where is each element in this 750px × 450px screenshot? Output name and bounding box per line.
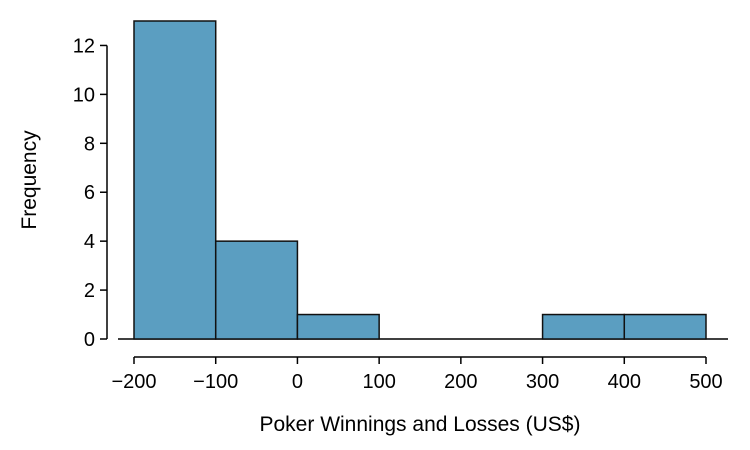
y-tick-label: 6 xyxy=(84,182,95,204)
x-tick-label: 0 xyxy=(292,371,303,393)
y-axis: 0 2 4 6 8 10 12 xyxy=(73,35,108,351)
y-tick-label: 10 xyxy=(73,84,95,106)
x-tick-label: −200 xyxy=(111,371,156,393)
y-axis-title: Frequency xyxy=(18,130,41,230)
x-tick-label: 200 xyxy=(444,371,477,393)
y-tick-label: 8 xyxy=(84,133,95,155)
x-axis-title: Poker Winnings and Losses (US$) xyxy=(260,413,581,436)
x-axis: −200 −100 0 100 200 300 400 500 xyxy=(111,356,723,393)
x-tick-label: 500 xyxy=(689,371,722,393)
x-tick-label: 300 xyxy=(526,371,559,393)
bar--100-to-0 xyxy=(214,240,299,340)
y-tick-label: 0 xyxy=(84,329,95,351)
x-tick-label: 400 xyxy=(608,371,641,393)
bars-group xyxy=(118,20,728,340)
bar-0-to-100 xyxy=(296,313,380,340)
x-tick-label: −100 xyxy=(193,371,238,393)
bar-400-to-500 xyxy=(623,313,707,340)
x-tick-label: 100 xyxy=(362,371,395,393)
y-tick-label: 12 xyxy=(73,35,95,57)
bar--200-to--100 xyxy=(133,20,217,340)
bar-300-to-400 xyxy=(541,313,626,340)
y-tick-label: 2 xyxy=(84,280,95,302)
y-tick-label: 4 xyxy=(84,231,95,253)
